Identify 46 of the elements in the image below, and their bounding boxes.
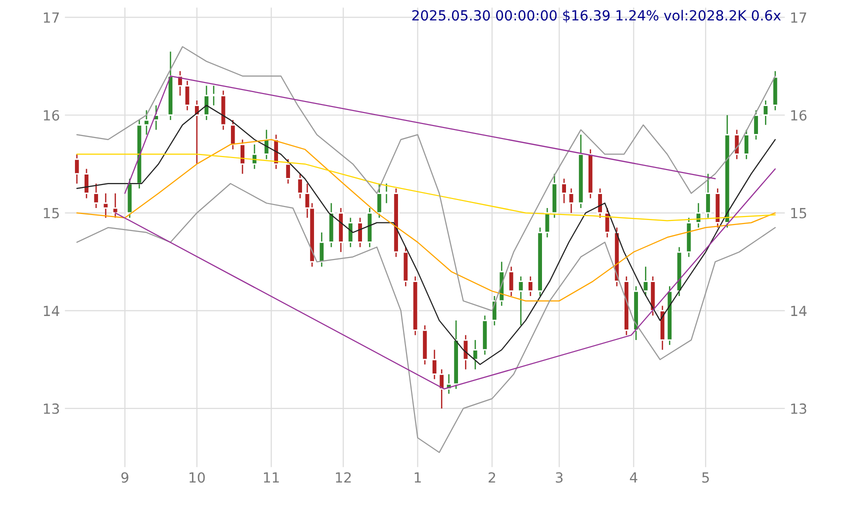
candlestick bbox=[752, 110, 760, 140]
y2-tick-label: 14 bbox=[791, 306, 807, 316]
candlestick bbox=[230, 119, 236, 150]
candlestick bbox=[112, 192, 119, 218]
candlestick bbox=[695, 202, 702, 228]
candlestick bbox=[743, 129, 750, 160]
candlestick bbox=[83, 168, 90, 199]
candlestick bbox=[733, 129, 740, 160]
x-tick-label: 4 bbox=[630, 472, 638, 483]
y2-tick-label: 15 bbox=[791, 208, 806, 218]
y-tick-label: 13 bbox=[44, 403, 59, 414]
x-tick-label: 3 bbox=[556, 472, 563, 483]
candlestick bbox=[318, 232, 326, 268]
x-tick-label: 1 bbox=[414, 472, 421, 483]
candlestick bbox=[704, 173, 712, 218]
chart-title: 2025.05.30 00:00:00 $16.39 1.24% vol:2028.2K 0.6x bbox=[412, 10, 781, 22]
candlestick bbox=[92, 182, 100, 209]
line-series bbox=[76, 154, 776, 222]
line-series bbox=[76, 183, 776, 454]
y-tick-label: 16 bbox=[44, 110, 60, 121]
candlestick bbox=[194, 100, 200, 165]
candlestick bbox=[356, 217, 364, 248]
x-tick-label: 10 bbox=[190, 472, 205, 483]
candlestick bbox=[284, 158, 292, 184]
y-tick-label: 14 bbox=[44, 306, 60, 316]
y2-tick-label: 17 bbox=[791, 12, 806, 23]
y-tick-label: 15 bbox=[44, 208, 59, 218]
candlestick bbox=[347, 217, 354, 248]
candlestick bbox=[472, 339, 479, 370]
x-tick-label: 2 bbox=[488, 472, 496, 483]
y2-tick-label: 16 bbox=[791, 110, 806, 121]
x-tick-label: 11 bbox=[264, 472, 279, 483]
candlestick bbox=[102, 192, 110, 218]
candlestick bbox=[239, 138, 246, 174]
x-tick-label: 5 bbox=[702, 472, 709, 483]
x-tick-label: 12 bbox=[336, 472, 351, 483]
candlestick bbox=[508, 266, 515, 297]
y-tick-label: 17 bbox=[44, 12, 59, 23]
candlestick bbox=[462, 334, 469, 370]
candlestick bbox=[518, 276, 524, 326]
x-tick-label: 9 bbox=[121, 472, 128, 483]
y2-tick-label: 13 bbox=[791, 403, 806, 414]
candlestick bbox=[74, 154, 80, 184]
candlestick bbox=[527, 276, 534, 297]
candlestick bbox=[762, 100, 769, 126]
candlestick bbox=[251, 144, 258, 170]
